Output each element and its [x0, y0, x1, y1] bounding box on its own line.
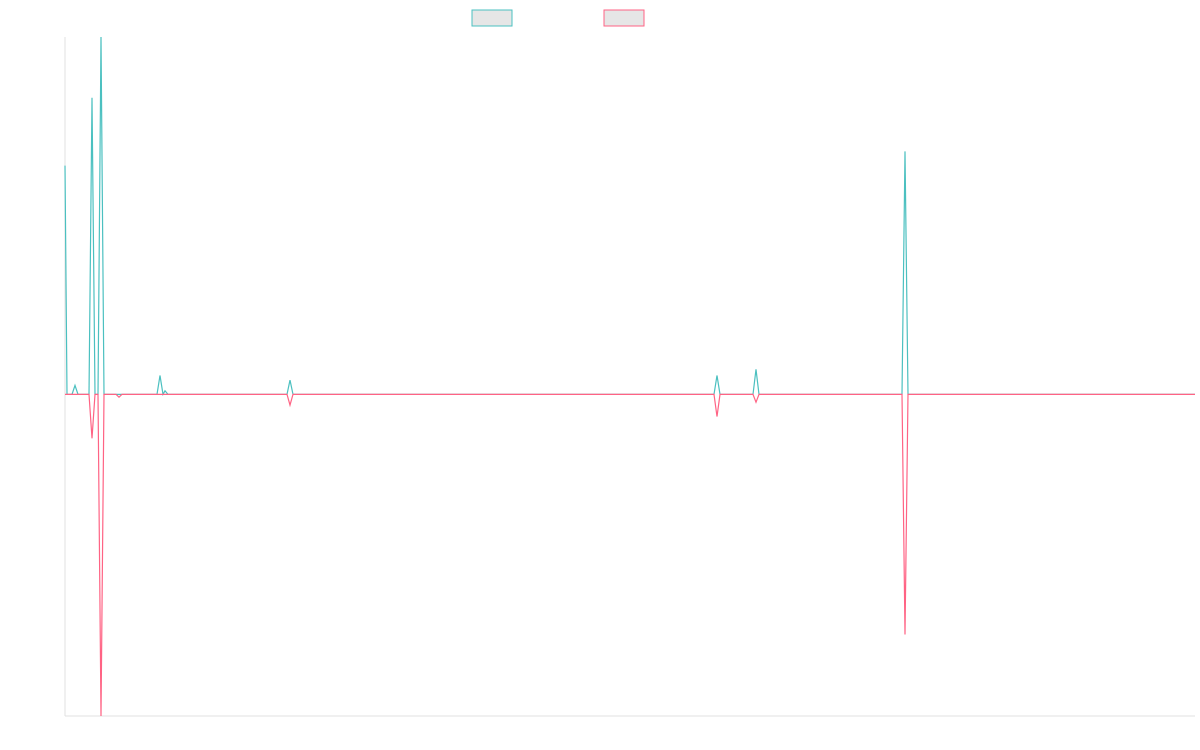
- legend-swatch[interactable]: [603, 9, 645, 27]
- legend-swatch[interactable]: [471, 9, 513, 27]
- series-line: [65, 393, 1195, 717]
- series-line: [64, 36, 1195, 397]
